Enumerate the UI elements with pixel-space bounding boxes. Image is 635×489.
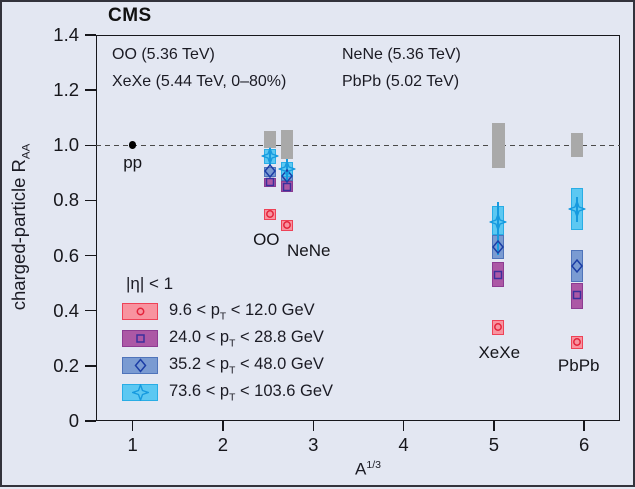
y-axis-label: charged-particle RAA (8, 143, 33, 311)
legend-row: 24.0 < pT < 28.8 GeV (122, 327, 333, 350)
legend-swatch-star4-icon (122, 384, 158, 401)
sys-band-circle (492, 320, 505, 335)
data-marker-square (264, 177, 275, 188)
norm-uncertainty-band (492, 122, 505, 168)
x-tick (493, 421, 495, 431)
header-legend-xexe: XeXe (5.44 TeV, 0–80%) (112, 73, 287, 90)
sys-band-circle (263, 208, 276, 220)
norm-uncertainty-band (280, 129, 294, 159)
y-tick (85, 89, 96, 91)
data-marker-square (571, 289, 582, 300)
reference-line (96, 144, 620, 146)
data-marker-circle (282, 220, 293, 231)
y-tick-label: 1.4 (53, 24, 79, 45)
legend-label: 35.2 < pT < 48.0 GeV (169, 354, 324, 377)
data-marker-circle (264, 209, 275, 220)
y-tick-label: 1.0 (53, 134, 79, 156)
data-marker-diamond (570, 259, 583, 274)
header-legend-nene: NeNe (5.36 TeV) (342, 46, 461, 63)
legend-swatch-diamond-icon (122, 357, 158, 374)
error-bar (576, 197, 578, 223)
y-tick (85, 254, 96, 257)
data-marker-diamond (281, 168, 294, 184)
x-tick-label: 4 (398, 434, 409, 455)
y-tick-label: 0.4 (53, 299, 79, 321)
x-tick (583, 421, 585, 431)
norm-uncertainty-band (263, 131, 277, 149)
sys-band-square (492, 262, 505, 287)
legend-row: 73.6 < pT < 103.6 GeV (122, 381, 334, 404)
data-marker-circle (571, 337, 582, 348)
legend-swatch-square-icon (122, 330, 158, 347)
header-legend-oo: OO (5.36 TeV) (112, 46, 215, 63)
x-tick-label: 6 (578, 434, 590, 455)
y-tick-label: 1.2 (53, 79, 79, 101)
system-label-pbpb: PbPb (557, 355, 600, 375)
x-tick-label: 3 (308, 434, 319, 455)
y-tick (85, 365, 96, 367)
plot-frame (96, 35, 620, 421)
sys-band-circle (570, 336, 583, 349)
x-tick-label: 1 (127, 434, 138, 455)
system-label-xexe: XeXe (478, 343, 521, 363)
data-marker-star4 (260, 145, 280, 166)
legend-label: 9.6 < pT < 12.0 GeV (169, 300, 315, 323)
norm-uncertainty-band (570, 133, 584, 158)
legend-label: 73.6 < pT < 103.6 GeV (169, 381, 334, 404)
y-tick-label: 0.2 (53, 354, 79, 376)
legend-label: 24.0 < pT < 28.8 GeV (169, 327, 324, 350)
sys-band-square (570, 282, 583, 310)
x-tick (312, 421, 314, 431)
legend-swatch-circle-icon (122, 303, 158, 320)
legend-row: 35.2 < pT < 48.0 GeV (122, 354, 333, 377)
legend-row: 9.6 < pT < 12.0 GeV (122, 300, 333, 323)
y-tick (85, 34, 96, 36)
error-bar (269, 148, 271, 166)
y-tick (85, 199, 96, 202)
pp-label: pp (123, 153, 143, 173)
x-tick (222, 421, 224, 431)
y-tick-label: 0 (68, 410, 79, 431)
sys-band-circle (281, 219, 294, 231)
legend-box: |η| < 1 9.6 < pT < 12.0 GeV 24.0 < pT < 2… (122, 274, 333, 411)
x-axis-label: A1/3 (355, 459, 381, 479)
y-tick-label: 0.8 (53, 189, 79, 211)
page-title: CMS (108, 5, 152, 26)
data-marker-diamond (492, 240, 505, 255)
y-tick (85, 309, 96, 312)
system-label-nene: NeNe (287, 241, 331, 261)
y-tick (85, 144, 96, 147)
x-tick (402, 421, 405, 431)
x-tick (131, 421, 134, 431)
data-marker-diamond (263, 164, 276, 179)
y-tick (85, 420, 96, 422)
eta-cut-label: |η| < 1 (126, 274, 174, 293)
data-marker-star4 (277, 158, 297, 179)
data-marker-star4 (488, 212, 509, 232)
x-tick-label: 2 (217, 434, 229, 455)
data-marker-square (493, 269, 504, 280)
system-label-oo: OO (253, 230, 280, 250)
header-legend-pbpb: PbPb (5.02 TeV) (342, 73, 460, 90)
pp-point (128, 141, 137, 150)
y-tick-label: 0.6 (53, 244, 79, 266)
data-marker-circle (493, 322, 504, 333)
x-tick-label: 5 (488, 434, 499, 455)
data-marker-star4 (567, 198, 587, 219)
